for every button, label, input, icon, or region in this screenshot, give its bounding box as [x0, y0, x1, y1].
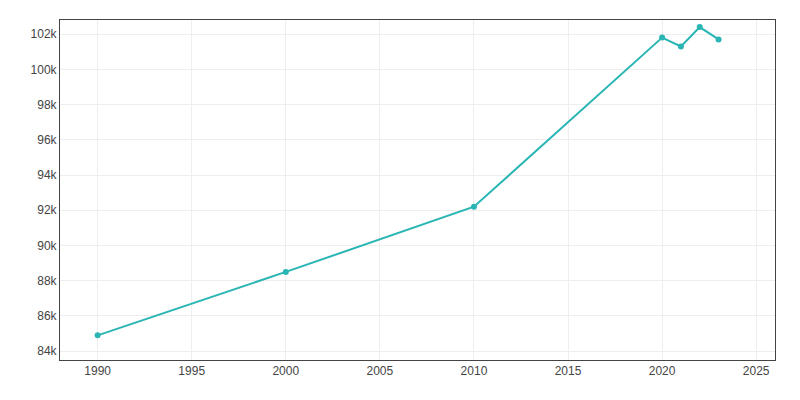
svg-text:2025: 2025 [743, 364, 770, 378]
svg-text:90k: 90k [37, 239, 57, 253]
svg-text:1990: 1990 [84, 364, 111, 378]
svg-text:2020: 2020 [649, 364, 676, 378]
svg-text:94k: 94k [37, 168, 57, 182]
svg-text:92k: 92k [37, 203, 57, 217]
svg-text:98k: 98k [37, 98, 57, 112]
svg-text:100k: 100k [31, 63, 58, 77]
svg-text:84k: 84k [37, 344, 57, 358]
svg-text:86k: 86k [37, 309, 57, 323]
svg-text:2000: 2000 [272, 364, 299, 378]
svg-text:102k: 102k [31, 27, 58, 41]
svg-text:2005: 2005 [367, 364, 394, 378]
svg-text:88k: 88k [37, 274, 57, 288]
svg-text:2015: 2015 [555, 364, 582, 378]
svg-text:96k: 96k [37, 133, 57, 147]
svg-text:2010: 2010 [461, 364, 488, 378]
svg-text:1995: 1995 [178, 364, 205, 378]
